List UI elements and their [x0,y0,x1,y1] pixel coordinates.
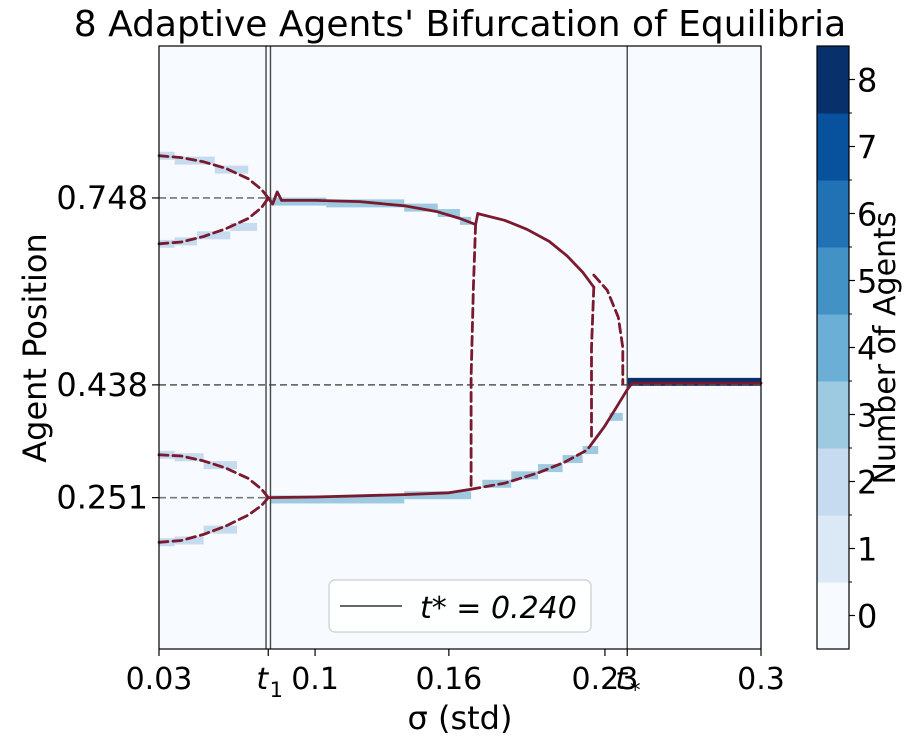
equilibrium-curve-dashed [157,154,270,200]
occupancy-cell [203,525,238,534]
x-axis-label: σ (std) [408,699,513,737]
colorbar-segment [817,515,849,583]
colorbar-segment [817,247,849,315]
equilibrium-curve-solid [592,382,634,443]
occupancy-cell [511,471,539,480]
y-axis-label: Agent Position [16,233,54,462]
colorbar-label: Number of Agents [868,212,903,485]
colorbar-tick-label: 4 [857,330,877,368]
occupancy-cell [404,491,472,500]
occupancy-cell [609,412,623,421]
occupancy-cell [196,231,231,240]
y-tick-label: 0.438 [56,366,148,404]
occupancy-cell [437,209,460,218]
colorbar-tick-label: 8 [857,62,877,100]
colorbar-tick-label: 0 [857,598,877,636]
colorbar-segment [817,113,849,181]
colorbar-segment [817,582,849,650]
x-marker-tick-label: t [256,662,269,697]
equilibrium-curves [157,154,763,544]
equilibrium-curve-solid [280,199,480,226]
x-tick-label: 0.23 [572,662,639,697]
equilibrium-curve-dashed [157,196,270,246]
equilibrium-curve-dashed [590,285,596,443]
chart-title: 8 Adaptive Agents' Bifurcation of Equili… [74,4,847,45]
reference-vlines [265,46,628,649]
reference-hlines [159,197,761,499]
x-tick-label: 0.3 [737,662,785,697]
legend-box [328,579,592,633]
y-tick-label: 0.251 [56,479,148,517]
x-tick-label: 0.03 [126,662,193,697]
equilibrium-curve-solid [266,190,283,206]
colorbar-tick-label: 3 [857,397,877,435]
occupancy-cell [482,479,512,488]
plot-area [157,45,763,650]
x-tick-label: 0.16 [415,662,482,697]
x-marker-tick-label: t [615,662,628,697]
x-marker-tick-subscript: 1 [270,678,283,702]
colorbar-segment [817,314,849,382]
equilibrium-curve-solid [266,487,473,499]
y-axis-ticks: 0.251 0.438 0.748 [56,179,159,517]
colorbar-segment [817,448,849,516]
legend-label: t* = 0.240 [420,591,577,626]
colorbar: 0 1 2 3 4 5 6 7 8 Number of Agents [816,45,903,650]
colorbar-tick-label: 2 [857,464,877,502]
equilibrium-curve-dashed [469,439,596,491]
occupancy-cell [270,495,405,504]
colorbar-tick-label: 7 [857,129,877,167]
colorbar-tick-label: 6 [857,196,877,234]
colorbar-segment [817,381,849,449]
plot-background [159,46,761,649]
y-tick-label: 0.748 [56,179,148,217]
equilibrium-curve-dashed [592,273,625,386]
plot-frame [158,45,762,650]
colorbar-tick-label: 1 [857,531,877,569]
equilibrium-curve-solid [476,212,596,289]
x-axis-ticks: 0.03 0.1 0.16 0.23 0.3t 1 t * [126,649,785,702]
legend: t* = 0.240 [328,579,592,633]
equilibrium-curve-dashed [157,453,270,499]
colorbar-tick-label: 5 [857,263,877,301]
equilibrium-curve-dashed [157,496,270,544]
colorbar-segment [817,180,849,248]
occupancy-cell [230,222,258,231]
occupancy-cell [538,464,563,473]
colorbar-segment [817,46,849,114]
x-marker-tick-subscript: * [630,678,641,702]
equilibrium-curve-dashed [469,223,477,491]
occupancy-cell [582,446,599,455]
occupancy-cell [174,536,204,545]
x-tick-label: 0.1 [291,662,339,697]
